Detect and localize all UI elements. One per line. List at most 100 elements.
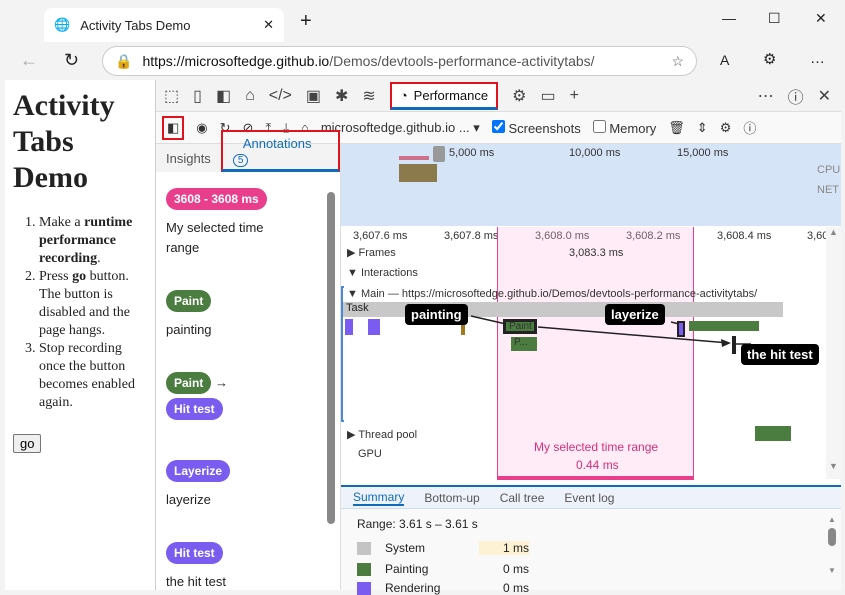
- lock-icon: 🔒: [115, 52, 133, 69]
- paint-event[interactable]: Paint: [503, 319, 537, 334]
- maximize-button[interactable]: ☐: [768, 10, 781, 26]
- read-aloud-icon[interactable]: A: [720, 52, 730, 68]
- range-label: My selected time range: [534, 440, 659, 454]
- annotation-arrow: [470, 315, 751, 347]
- settings-gear-icon[interactable]: ⚙: [719, 119, 732, 135]
- annotation-item[interactable]: Layerize layerize: [166, 460, 231, 507]
- annotation-item[interactable]: Paint → Hit test: [166, 372, 228, 420]
- more-tools-icon[interactable]: ⋯: [757, 87, 774, 105]
- network-wifi-icon[interactable]: ≋: [362, 87, 376, 105]
- annotation-item[interactable]: 3608 - 3608 ms My selected time range: [166, 188, 286, 258]
- annotation-item[interactable]: Hit test the hit test: [166, 542, 226, 589]
- layerize-event[interactable]: [677, 321, 685, 337]
- close-tab-icon[interactable]: ✕: [263, 17, 274, 32]
- tab-insights[interactable]: Insights: [166, 151, 211, 166]
- elements-icon[interactable]: </>: [268, 86, 292, 104]
- origin-select[interactable]: microsoftedge.github.io ... ▾: [320, 119, 480, 135]
- thread-pool-track[interactable]: ▶ Thread pool: [347, 429, 418, 441]
- close-window-button[interactable]: ✕: [815, 10, 827, 26]
- url-path: /Demos/devtools-performance-activitytabs…: [329, 53, 595, 69]
- annotation-label-hit-test[interactable]: the hit test: [741, 344, 819, 365]
- address-bar[interactable]: 🔒 https://microsoftedge.github.io/Demos/…: [102, 46, 697, 76]
- download-icon[interactable]: ⤓: [283, 119, 289, 135]
- main-track[interactable]: ▼ Main — https://microsoftedge.github.io…: [347, 288, 758, 300]
- main-track-border: [341, 286, 344, 422]
- steps-list: Make a runtime performance recording. Pr…: [39, 214, 147, 412]
- summary-row: Painting 0 ms: [357, 562, 529, 576]
- sources-bug-icon[interactable]: ✱: [335, 87, 349, 105]
- url-host: https://microsoftedge.github.io: [142, 53, 330, 69]
- page-content: Activity Tabs Demo Make a runtime perfor…: [5, 80, 155, 590]
- help-icon[interactable]: ⓘ: [743, 121, 757, 136]
- step: Make a runtime performance recording.: [39, 214, 147, 268]
- scripting-event: [461, 319, 465, 335]
- tab-summary[interactable]: Summary: [353, 489, 405, 506]
- overview[interactable]: 5,000 ms 10,000 ms 15,000 ms CPU NET: [341, 144, 841, 226]
- devtools: ⬚ ▯ ◧ ⌂ </> ▣ ✱ ≋ ◔ Performance ⚙ ▭ + ⋯ ⓘ…: [155, 80, 841, 595]
- console-icon[interactable]: ▣: [305, 87, 321, 105]
- hit-test-event[interactable]: [732, 336, 736, 354]
- step: Stop recording once the button becomes e…: [39, 340, 147, 412]
- help-icon[interactable]: ⓘ: [787, 89, 804, 107]
- timeline: 5,000 ms 10,000 ms 15,000 ms CPU NET 3,6…: [341, 144, 841, 590]
- clear-icon[interactable]: ⊘: [242, 119, 254, 135]
- refresh-icon[interactable]: ↻: [64, 50, 80, 70]
- tab-performance[interactable]: ◔ Performance: [389, 81, 499, 110]
- thread-pool-event: [755, 426, 791, 441]
- range-duration: 0.44 ms: [576, 458, 619, 472]
- tab-annotations[interactable]: Annotations 5: [220, 130, 340, 172]
- minimize-button[interactable]: —: [722, 10, 736, 26]
- frames-track[interactable]: ▶ Frames: [347, 247, 396, 259]
- application-icon[interactable]: ▭: [540, 87, 556, 105]
- globe-icon: 🌐: [54, 17, 71, 32]
- device-icon[interactable]: ▯: [193, 87, 202, 105]
- collapse-icon[interactable]: ⇕: [696, 119, 708, 135]
- extensions-icon[interactable]: ⚙: [763, 51, 777, 68]
- add-tool-icon[interactable]: +: [569, 86, 579, 104]
- cpu-activity: [399, 164, 437, 182]
- new-tab-button[interactable]: +: [300, 10, 312, 32]
- performance-toolbar: ◧ ◉ ↻ ⊘ ⤒ ⤓ ⌂ microsoftedge.github.io ..…: [156, 112, 841, 144]
- annotation-label-painting[interactable]: painting: [405, 304, 468, 325]
- more-icon[interactable]: …: [810, 50, 825, 67]
- timeline-scrollbar[interactable]: ▲ ▼: [826, 227, 841, 479]
- close-devtools-icon[interactable]: ✕: [817, 87, 831, 105]
- details-scrollbar[interactable]: ▲ ▼: [828, 515, 836, 575]
- home-icon[interactable]: ⌂: [245, 86, 255, 104]
- tab-bottom-up[interactable]: Bottom-up: [424, 490, 480, 505]
- details-panel: Summary Bottom-up Call tree Event log Ra…: [341, 485, 841, 595]
- inspect-icon[interactable]: ⬚: [164, 87, 180, 105]
- screenshots-checkbox[interactable]: Screenshots: [491, 119, 581, 136]
- tab-event-log[interactable]: Event log: [564, 490, 615, 505]
- memory-checkbox[interactable]: Memory: [592, 119, 656, 136]
- rendering-event: [368, 319, 380, 335]
- step: Press go button. The button is disabled …: [39, 268, 147, 340]
- back-icon[interactable]: ←: [20, 50, 38, 70]
- overview-selection-handle[interactable]: [433, 146, 445, 162]
- tab-title: Activity Tabs Demo: [80, 17, 191, 33]
- summary-row: System 1 ms: [357, 541, 529, 555]
- gpu-track: GPU: [358, 448, 382, 460]
- home-icon[interactable]: ⌂: [300, 120, 309, 135]
- record-icon[interactable]: ◉: [196, 119, 208, 135]
- sidebar-scrollbar[interactable]: [327, 192, 335, 524]
- interactions-track[interactable]: ▼ Interactions: [347, 267, 418, 279]
- selected-range[interactable]: [497, 227, 694, 480]
- upload-icon[interactable]: ⤒: [265, 119, 272, 135]
- browser-tab[interactable]: 🌐 Activity Tabs Demo ✕: [44, 8, 284, 42]
- annotation-label-layerize[interactable]: layerize: [605, 304, 665, 325]
- dock-icon[interactable]: ◧: [215, 87, 232, 105]
- paint-event: [689, 321, 759, 331]
- summary-row: Rendering 0 ms: [357, 581, 529, 595]
- trash-icon[interactable]: 🗑: [668, 119, 685, 135]
- annotation-item[interactable]: Paint painting: [166, 290, 212, 337]
- paint-sub-event: P...: [511, 337, 537, 351]
- reload-record-icon[interactable]: ↻: [219, 119, 231, 135]
- cpu-activity: [399, 156, 429, 160]
- annotation-chip: 3608 - 3608 ms: [166, 188, 267, 210]
- tab-call-tree[interactable]: Call tree: [499, 490, 545, 505]
- favorite-icon[interactable]: ☆: [671, 52, 684, 69]
- toggle-sidebar-icon[interactable]: ◧: [162, 115, 185, 140]
- memory-chip-icon[interactable]: ⚙: [512, 87, 527, 105]
- go-button[interactable]: go: [13, 434, 42, 453]
